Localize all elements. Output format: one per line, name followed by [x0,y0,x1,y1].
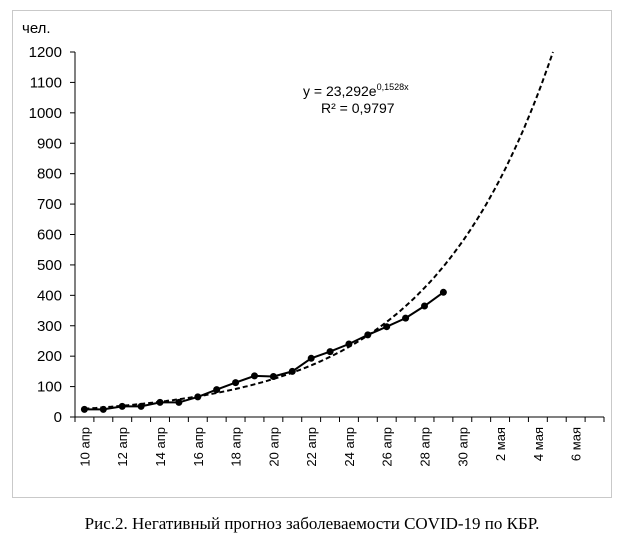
y-tick-label: 800 [37,166,62,183]
x-ticks: 10 апр 12 апр 14 апр 16 апр 18 апр 20 апр 22 а… [74,417,605,467]
y-tick-label: 900 [37,135,62,152]
x-tick-label: 2 мая [493,427,508,461]
x-tick-label: 10 апр [77,427,92,467]
y-tick-label: 0 [54,409,62,426]
data-point [194,393,202,401]
data-point [383,323,391,331]
data-point [307,354,315,362]
y-tick-label: 200 [37,348,62,365]
data-point [213,386,221,394]
data-point [232,379,240,387]
x-tick-label: 18 апр [229,427,244,467]
y-axis-label: чел. [22,20,51,37]
trendline-equation: y = 23,292e0,1528x [303,82,409,99]
x-tick-label: 22 апр [304,427,319,467]
data-point [99,405,107,413]
x-tick-label: 6 мая [569,427,584,461]
data-point [137,402,145,410]
y-tick-label: 1100 [30,74,62,91]
equation-exponent: 0,1528x [377,82,410,92]
data-point [345,340,353,348]
chart-frame [12,10,612,498]
y-tick-label: 700 [37,196,62,213]
y-tick-label: 1000 [29,105,62,122]
x-tick-label: 20 апр [266,427,281,467]
x-tick-label: 12 апр [115,427,130,467]
figure-caption: Рис.2. Негативный прогноз заболеваемости… [84,514,540,533]
y-tick-label: 300 [37,318,62,335]
x-tick-label: 14 апр [153,427,168,467]
y-tick-label: 100 [37,379,62,396]
data-point [364,331,372,339]
x-tick-label: 16 апр [191,427,206,467]
observed-points [80,288,447,413]
data-point [402,314,410,322]
y-ticks: 0 100 200 300 400 500 600 700 800 900 1000 1100 1200 [29,44,75,426]
x-tick-label: 30 апр [455,427,470,467]
x-tick-label: 26 апр [380,427,395,467]
data-point [175,398,183,406]
data-point [80,405,88,413]
r-squared: R² = 0,9797 [321,100,395,116]
data-point [156,398,164,406]
chart: 0 100 200 300 400 500 600 700 800 900 1000 1100 1200… [22,20,605,467]
data-point [326,348,334,356]
observed-line [84,291,444,411]
x-tick-label: 24 апр [342,427,357,467]
y-tick-label: 1200 [29,44,62,61]
x-tick-label: 28 апр [418,427,433,467]
data-point [251,372,258,380]
y-tick-label: 500 [37,257,62,274]
y-tick-label: 600 [37,227,62,244]
equation-base: y = 23,292e [303,83,377,99]
data-point [421,302,428,310]
data-point [118,402,126,410]
data-point [439,288,447,296]
x-tick-label: 4 мая [531,427,546,461]
y-tick-label: 400 [37,287,62,304]
trendline [84,51,554,410]
data-point [269,373,277,380]
data-point [288,367,296,375]
